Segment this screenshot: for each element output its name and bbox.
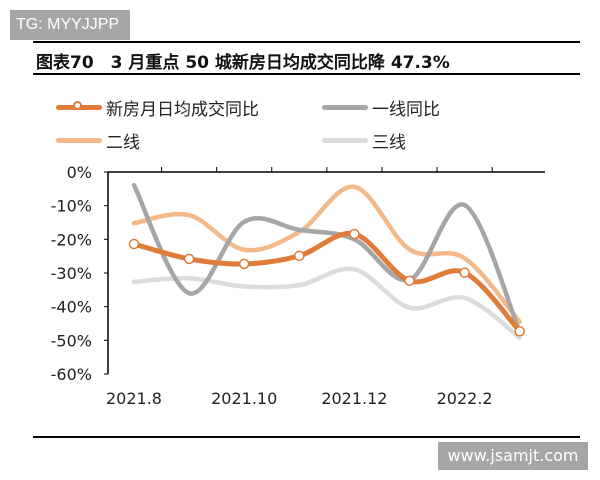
series-line-2 (131, 184, 522, 325)
y-tick-label: 0% (67, 163, 92, 182)
legend-item-new-home: 新房月日均成交同比 (56, 95, 259, 120)
legend-item-tier1: 一线同比 (322, 95, 440, 120)
x-tick-label: 2021.12 (321, 389, 387, 408)
series-line-3 (131, 266, 522, 340)
chart-title: 图表70 3 月重点 50 城新房日均成交同比降 47.3% (36, 53, 450, 73)
data-point (294, 250, 305, 262)
y-tick-label: -60% (51, 365, 92, 384)
series-line-0 (131, 230, 523, 334)
y-tick-label: -30% (51, 264, 92, 283)
data-point (128, 238, 140, 250)
y-tick-label: -10% (51, 197, 92, 216)
site-watermark: www.jsamjt.com (438, 442, 588, 470)
data-point (349, 228, 360, 240)
x-tick-label: 2022.2 (437, 389, 493, 408)
legend-item-tier2: 二线 (56, 128, 140, 153)
x-tick-label: 2021.10 (211, 389, 277, 408)
data-point (514, 325, 525, 337)
title-bottom-rule (33, 73, 580, 75)
data-point (183, 253, 195, 265)
y-tick-label: -50% (51, 331, 92, 350)
data-point (404, 275, 415, 286)
legend-item-tier3: 三线 (322, 128, 406, 153)
watermark: TG: MYYJJPP (10, 10, 130, 40)
data-point (238, 258, 250, 270)
bottom-rule (33, 436, 580, 438)
y-tick-label: -40% (51, 298, 92, 317)
title-top-rule (33, 41, 580, 43)
data-point (459, 267, 470, 278)
y-tick-label: -20% (51, 230, 92, 249)
x-tick-label: 2021.8 (106, 389, 162, 408)
